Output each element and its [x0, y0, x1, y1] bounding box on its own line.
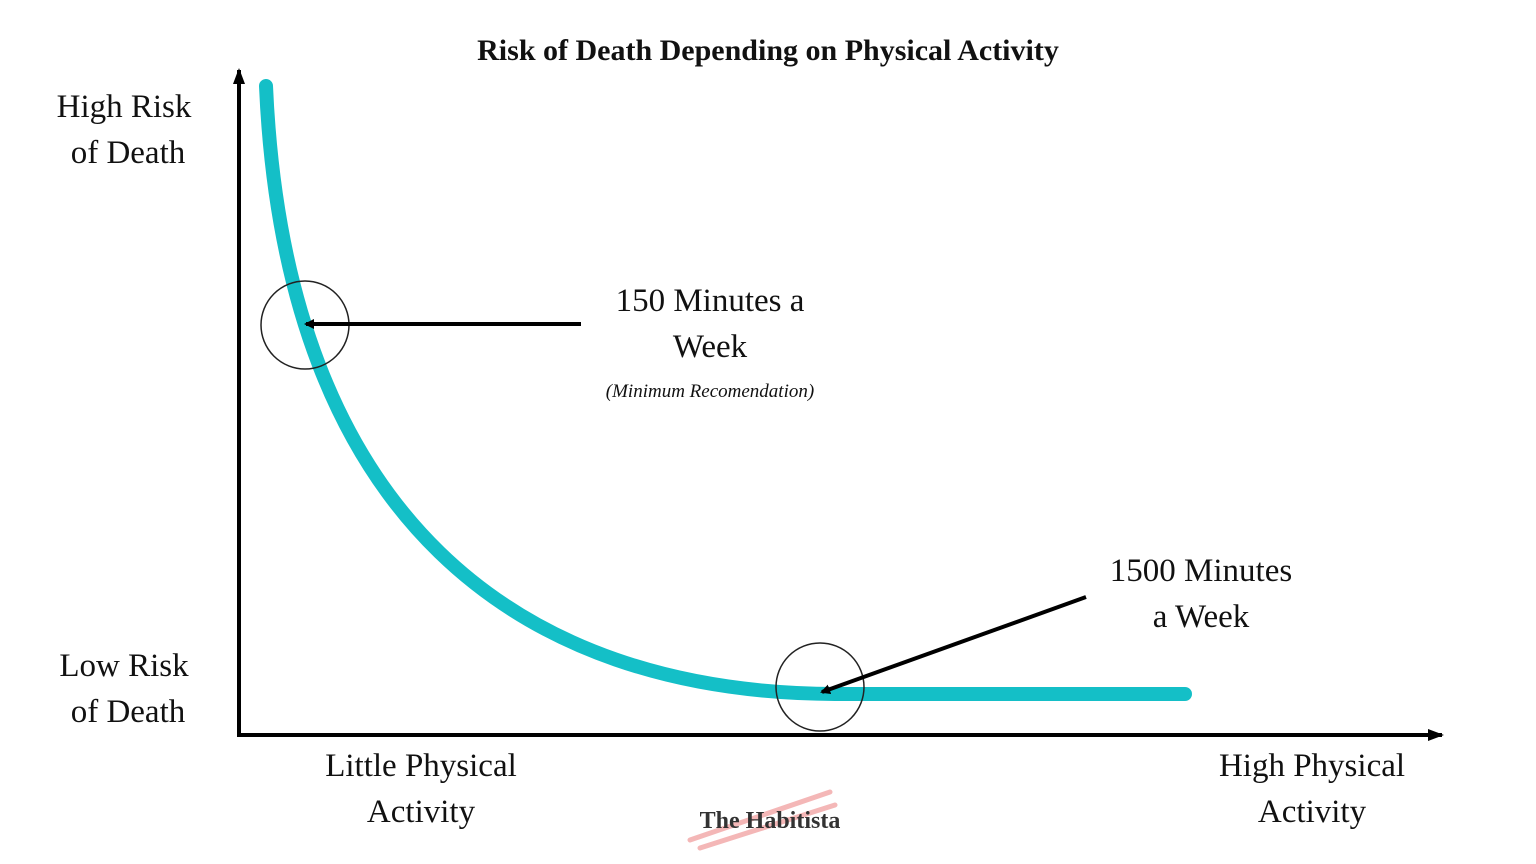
arrow	[820, 595, 1087, 694]
y-high-label: High Risk of Death	[57, 89, 192, 171]
y-low-label: Low Risk of Death	[59, 648, 189, 730]
risk-curve	[259, 79, 1192, 701]
title: Risk of Death Depending on Physical Acti…	[477, 34, 1059, 67]
highlight-circle	[775, 642, 865, 732]
x-low-label: Little Physical Activity	[325, 748, 517, 830]
x-high-label: High Physical Activity	[1219, 748, 1405, 830]
annotation: 1500 Minutes a Week	[1110, 553, 1292, 635]
watermark-swash	[687, 789, 838, 851]
watermark: The Habitista	[700, 808, 841, 834]
annotation-note: (Minimum Recomendation)	[606, 381, 814, 402]
annotation: 150 Minutes a Week	[616, 283, 805, 365]
